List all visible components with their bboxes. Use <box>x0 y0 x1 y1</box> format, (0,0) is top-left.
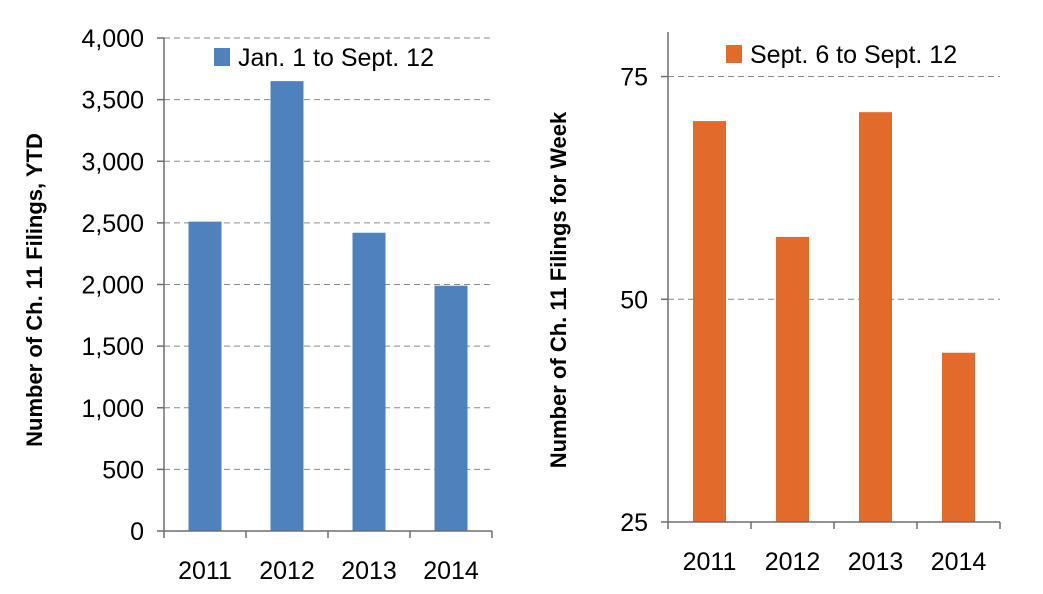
bar-2011 <box>188 221 222 531</box>
x-tick-label: 2013 <box>848 548 904 576</box>
y-tick-label: 25 <box>620 509 648 537</box>
bar-2013 <box>352 232 386 532</box>
x-tick-label: 2012 <box>765 548 821 576</box>
bar-2012 <box>270 81 304 531</box>
y-tick-label: 500 <box>102 456 144 484</box>
bar-2014 <box>434 285 468 531</box>
y-tick-label: 0 <box>130 518 144 546</box>
y-tick-label: 1,000 <box>81 395 144 423</box>
ytd-filings-chart: 05001,0001,5002,0002,5003,0003,5004,000 … <box>22 25 493 585</box>
legend: Sept. 6 to Sept. 12 <box>726 41 957 69</box>
bar-2013 <box>859 112 892 522</box>
x-tick-label: 2011 <box>178 557 232 585</box>
x-tick-label: 2014 <box>931 548 987 576</box>
y-tick-label: 75 <box>620 64 648 92</box>
bar-2012 <box>776 236 809 522</box>
x-tick-label: 2014 <box>423 557 479 585</box>
y-tick-label: 1,500 <box>81 333 144 361</box>
x-tick-label: 2011 <box>683 548 737 576</box>
y-axis-label: Number of Ch. 11 Filings, YTD <box>22 133 47 447</box>
legend-swatch <box>726 45 742 63</box>
legend-swatch <box>214 48 230 66</box>
y-tick-label: 3,500 <box>81 87 144 115</box>
y-tick-label: 2,500 <box>81 210 144 238</box>
y-axis-label: Number of Ch. 11 Filings for Week <box>546 111 571 468</box>
y-tick-label: 4,000 <box>81 25 144 53</box>
legend-label: Sept. 6 to Sept. 12 <box>750 41 957 69</box>
bar-2011 <box>693 121 726 522</box>
x-tick-label: 2012 <box>259 557 315 585</box>
y-tick-label: 3,000 <box>81 148 144 176</box>
bar-2014 <box>942 352 975 522</box>
weekly-filings-chart: 25 50 75 2011 2012 2013 2014 Sept. 6 to Sept.… <box>546 32 1001 576</box>
x-tick-label: 2013 <box>341 557 397 585</box>
legend-label: Jan. 1 to Sept. 12 <box>238 44 434 72</box>
y-tick-label: 50 <box>620 286 648 314</box>
y-tick-label: 2,000 <box>81 272 144 300</box>
legend: Jan. 1 to Sept. 12 <box>214 44 434 72</box>
